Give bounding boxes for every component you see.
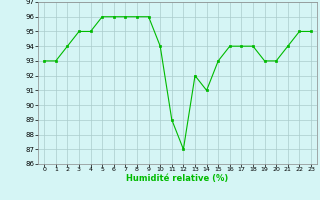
X-axis label: Humidité relative (%): Humidité relative (%) xyxy=(126,174,229,183)
